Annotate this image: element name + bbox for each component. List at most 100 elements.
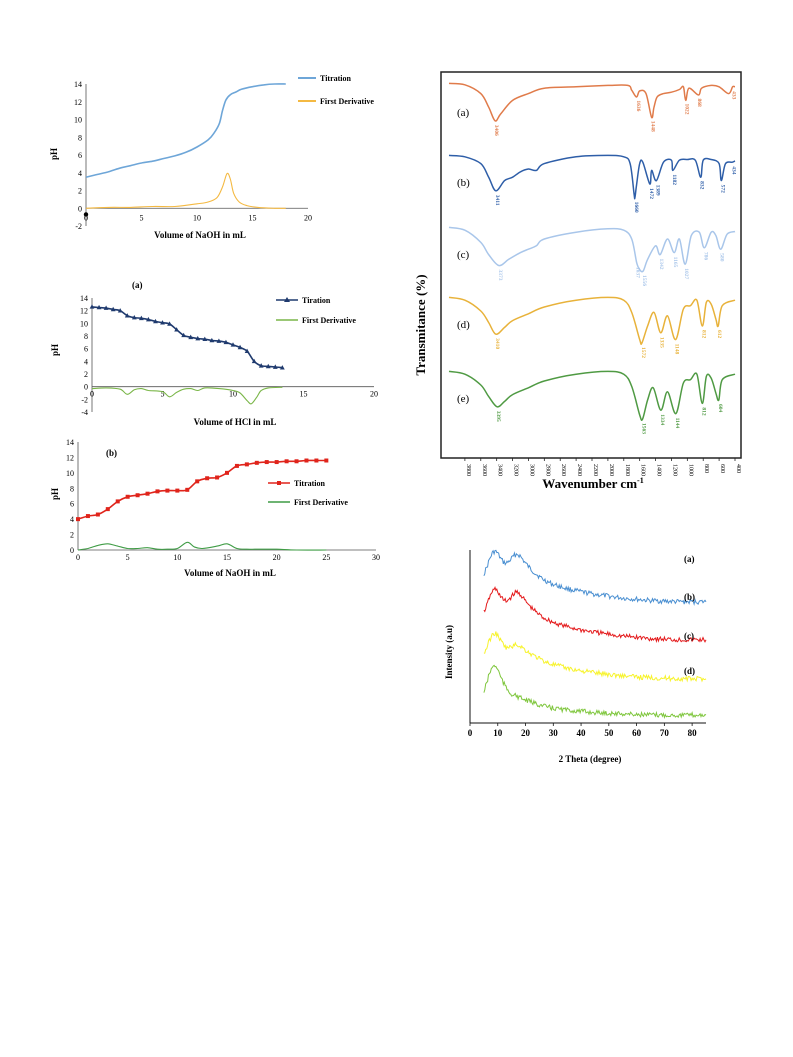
y-tick-label: 14 — [74, 80, 82, 89]
y-tick-label: 14 — [80, 294, 88, 303]
x-tick-label: 20 — [304, 213, 312, 222]
peak-label: 1563 — [641, 423, 647, 434]
data-point — [223, 339, 229, 345]
spectrum-panel-label: (c) — [457, 249, 470, 261]
data-point — [254, 460, 259, 465]
x-axis-label-superscript: -1 — [637, 476, 644, 485]
peak-label: 3373 — [497, 270, 503, 281]
peak-label: 1182 — [671, 174, 677, 185]
peak-label: 572 — [719, 185, 725, 194]
peak-label: 1637 — [635, 267, 641, 278]
data-point — [205, 476, 210, 481]
y-axis-label: pH — [49, 148, 59, 160]
data-point — [117, 308, 123, 313]
y-tick-label: 4 — [78, 169, 82, 178]
y-tick-label: 8 — [70, 484, 74, 493]
x-tick-label: 5 — [126, 553, 130, 562]
data-point — [304, 458, 309, 463]
y-axis-label: Intensity (a.u) — [444, 625, 454, 679]
pattern-panel-label: (b) — [684, 592, 695, 602]
y-tick-label: 2 — [78, 187, 82, 196]
data-point — [155, 489, 160, 494]
series-line-0 — [85, 83, 286, 178]
data-point — [244, 348, 250, 353]
x-tick-label: 10 — [193, 213, 201, 222]
panel-label: (a) — [132, 280, 143, 290]
data-point — [135, 493, 140, 498]
x-tick-label: 15 — [300, 390, 308, 399]
x-tick-label: 2400 — [576, 464, 582, 476]
x-tick-label: 0 — [76, 553, 80, 562]
series-line-0 — [91, 306, 283, 369]
data-point — [215, 475, 220, 480]
peak-label: 812 — [700, 407, 706, 416]
data-point — [181, 332, 187, 338]
y-axis-label: pH — [50, 344, 60, 356]
legend-label-titration: Titration — [294, 479, 326, 488]
data-point — [195, 479, 200, 484]
pattern-line-0 — [483, 549, 707, 606]
data-point — [188, 334, 194, 340]
y-tick-label: 10 — [74, 116, 82, 125]
y-axis-label: Transmitance (%) — [413, 274, 428, 375]
x-tick-label: 20 — [273, 553, 281, 562]
data-point — [175, 488, 180, 493]
x-axis-label: Volume of HCl in mL — [194, 417, 277, 427]
x-tick-label: 5 — [161, 390, 165, 399]
x-tick-label: 0 — [468, 728, 473, 738]
x-tick-label: 20 — [521, 728, 531, 738]
x-tick-label: 30 — [372, 553, 380, 562]
plot-area: (a) 3406 1636 1448 1022 868 433 (b) 3411 1660 1472… — [448, 82, 741, 476]
x-tick-label: 400 — [735, 464, 741, 473]
data-point — [103, 305, 109, 310]
y-tick-label: 10 — [80, 319, 88, 328]
x-tick-label: 1600 — [640, 464, 646, 476]
peak-label: 1472 — [648, 188, 654, 199]
peak-label: 3406 — [493, 125, 499, 136]
legend-label-first-derivative: First Derivative — [320, 97, 374, 106]
legend: Tiration First Derivative — [276, 296, 356, 325]
y-tick-label: 0 — [84, 383, 88, 392]
data-point — [234, 463, 239, 468]
y-tick-label: 0 — [78, 204, 82, 213]
spectrum-line-1 — [448, 154, 736, 200]
pattern-panel-label: (a) — [684, 554, 695, 564]
x-axis-label: 2 Theta (degree) — [559, 754, 622, 764]
series-line-1 — [91, 386, 283, 405]
titration-naoh-b-chart: 0 2 4 6 8 10 12 14 0 5 10 15 20 25 30 (b) pH Volume of… — [50, 438, 380, 578]
x-tick-label: 0 — [90, 390, 94, 399]
data-point — [96, 304, 102, 310]
data-point — [131, 315, 137, 320]
data-point — [145, 491, 150, 496]
y-tick-label: 4 — [84, 357, 88, 366]
data-point — [272, 364, 278, 369]
data-point — [264, 460, 269, 465]
data-point — [294, 459, 299, 464]
x-tick-label: 40 — [577, 728, 587, 738]
data-point — [244, 462, 249, 467]
peak-label: 1572 — [640, 347, 646, 358]
data-point — [115, 499, 120, 504]
data-point — [284, 459, 289, 464]
peak-label: 434 — [730, 166, 736, 175]
x-tick-label: 80 — [688, 728, 698, 738]
peak-label: 1022 — [684, 103, 690, 114]
data-point — [174, 327, 179, 332]
x-tick-label: 10 — [173, 553, 181, 562]
spectrum-line-2 — [448, 226, 736, 273]
series-line-1 — [77, 541, 327, 551]
peak-label: 1556 — [641, 275, 647, 286]
y-tick-label: 10 — [66, 469, 74, 478]
data-point — [195, 335, 201, 341]
spectrum-line-0 — [448, 82, 736, 122]
x-tick-label: 3600 — [481, 464, 487, 476]
y-tick-label: 12 — [80, 307, 88, 316]
data-point — [110, 306, 116, 312]
data-point — [265, 363, 271, 369]
x-tick-label: 1400 — [656, 464, 662, 476]
x-tick-label: 60 — [632, 728, 642, 738]
y-tick-label: -2 — [75, 222, 82, 231]
peak-label: 433 — [730, 91, 736, 100]
